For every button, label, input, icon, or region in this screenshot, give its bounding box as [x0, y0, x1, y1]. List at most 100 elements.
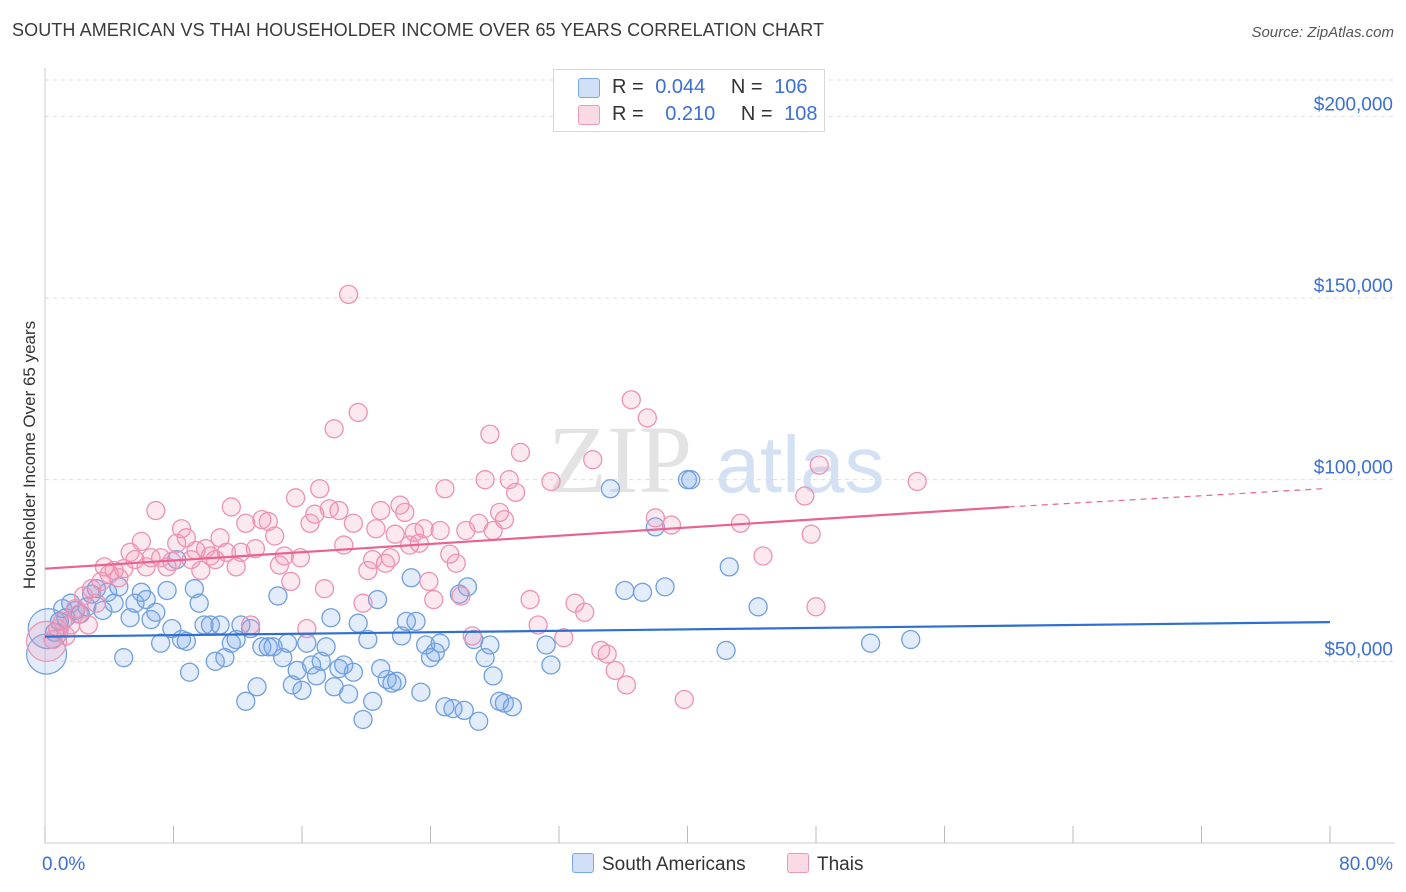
- data-point: [93, 600, 113, 621]
- data-point: [171, 519, 192, 539]
- x-tick-label: 0.0%: [42, 854, 85, 875]
- legend-n-value: 106: [774, 76, 808, 98]
- legend-r-value: 0.210: [665, 103, 716, 125]
- data-point: [263, 637, 283, 657]
- bottom-legend-thais: Thais: [787, 853, 863, 876]
- data-point: [411, 682, 431, 702]
- data-point: [150, 633, 171, 653]
- data-point: [391, 626, 412, 646]
- y-tick-labels: $50,000 $100,000 $150,000 $200,000: [1314, 94, 1393, 660]
- data-point: [205, 549, 225, 570]
- data-point: [292, 680, 312, 701]
- data-point: [645, 508, 666, 528]
- trend-line-thais-extension: [1008, 488, 1323, 508]
- data-point: [475, 470, 495, 490]
- data-point: [661, 515, 682, 535]
- data-point: [167, 533, 187, 553]
- trend-line-thais: [44, 505, 1009, 570]
- chart-title: SOUTH AMERICAN VS THAI HOUSEHOLDER INCOM…: [12, 20, 825, 40]
- x-tick-labels: 0.0% 80.0%: [42, 854, 1393, 875]
- data-point: [319, 499, 339, 519]
- data-point: [334, 655, 354, 675]
- bottom-legend-label: Thais: [817, 854, 864, 875]
- data-point: [371, 500, 391, 521]
- data-point: [748, 597, 768, 617]
- data-point: [615, 580, 635, 601]
- data-point: [795, 486, 815, 506]
- data-point: [353, 593, 373, 613]
- data-point: [245, 539, 266, 559]
- data-point: [329, 500, 349, 521]
- y-tick-label: $150,000: [1314, 276, 1393, 297]
- data-point: [176, 631, 197, 651]
- data-point: [104, 593, 124, 613]
- y-tick-label: $200,000: [1314, 94, 1393, 115]
- data-point: [385, 524, 405, 544]
- legend-n-label: N =: [730, 76, 763, 98]
- data-point: [424, 589, 444, 610]
- watermark-zip: ZIP: [548, 406, 692, 513]
- data-point: [305, 504, 325, 524]
- data-point: [78, 615, 99, 635]
- bottom-legend-swatch-blue: [572, 853, 594, 873]
- data-point: [406, 611, 426, 632]
- data-point: [806, 597, 826, 617]
- data-point: [655, 577, 675, 597]
- data-point: [210, 615, 230, 635]
- correlation-legend: R = 0.044 N = 106 R = 0.210 N = 108: [553, 69, 825, 132]
- data-point: [454, 700, 474, 721]
- data-point: [287, 660, 307, 681]
- data-point: [637, 408, 657, 428]
- data-point: [125, 593, 145, 613]
- data-point: [189, 593, 209, 613]
- data-point: [258, 637, 278, 657]
- data-point: [311, 651, 331, 671]
- bottom-legend-label: South Americans: [602, 854, 746, 875]
- data-point: [314, 579, 335, 599]
- data-point: [401, 568, 421, 588]
- data-point: [505, 482, 526, 503]
- data-point: [265, 526, 285, 546]
- trend-line-south-americans: [44, 620, 1331, 638]
- bottom-legend-swatch-pink: [787, 853, 809, 873]
- data-point: [430, 520, 450, 541]
- data-point: [414, 519, 434, 539]
- data-point: [240, 615, 261, 635]
- data-point: [801, 524, 821, 544]
- data-point: [306, 666, 327, 686]
- data-point: [136, 589, 156, 610]
- data-point: [475, 648, 495, 668]
- data-point: [191, 560, 211, 581]
- data-point: [338, 684, 359, 704]
- y-tick-label: $50,000: [1324, 639, 1393, 660]
- data-point: [120, 608, 140, 628]
- data-point: [719, 557, 739, 577]
- data-point: [269, 555, 290, 575]
- data-point: [273, 648, 293, 668]
- data-point: [334, 535, 354, 555]
- data-point: [907, 471, 927, 492]
- data-point: [462, 626, 482, 646]
- data-point: [146, 602, 166, 622]
- data-point: [157, 580, 177, 601]
- data-point: [184, 579, 205, 599]
- data-point: [300, 513, 320, 533]
- data-point: [321, 608, 341, 628]
- data-point: [536, 635, 556, 655]
- data-point: [480, 424, 500, 444]
- data-point: [616, 675, 637, 695]
- data-point: [268, 586, 288, 606]
- legend-n-label: N =: [740, 103, 773, 125]
- data-point: [435, 697, 455, 717]
- data-point: [324, 419, 344, 439]
- legend-r-label: R =: [612, 76, 644, 98]
- data-point: [367, 589, 388, 610]
- grid-lines: [45, 79, 1395, 662]
- data-point: [277, 633, 298, 653]
- data-point: [554, 628, 574, 648]
- trend-lines: [44, 488, 1331, 638]
- data-point: [583, 450, 603, 470]
- data-point: [353, 709, 373, 730]
- watermark: ZIP atlas: [548, 406, 884, 513]
- data-point: [69, 604, 89, 624]
